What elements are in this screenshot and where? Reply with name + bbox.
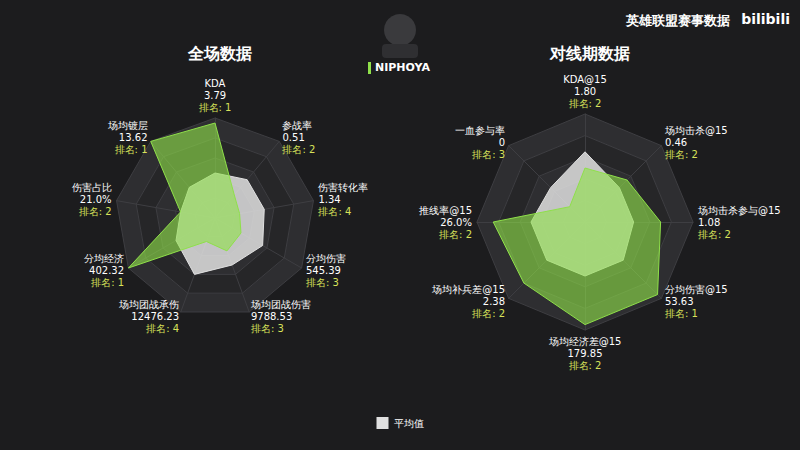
- svg-text:NIPHOYA: NIPHOYA: [375, 61, 430, 74]
- svg-text:参战率: 参战率: [282, 120, 312, 131]
- svg-text:排名: 2: 排名: 2: [569, 98, 602, 109]
- svg-text:分均经济: 分均经济: [84, 253, 124, 264]
- svg-text:排名: 4: 排名: 4: [318, 206, 351, 217]
- svg-text:排名: 1: 排名: 1: [115, 144, 148, 155]
- svg-text:推线率@15: 推线率@15: [419, 205, 472, 216]
- svg-text:分均伤害: 分均伤害: [306, 253, 346, 264]
- svg-text:26.0%: 26.0%: [440, 217, 472, 228]
- svg-text:3.79: 3.79: [204, 90, 226, 101]
- svg-text:一血参与率: 一血参与率: [455, 125, 505, 136]
- svg-text:场均经济差@15: 场均经济差@15: [548, 336, 622, 347]
- svg-text:1.80: 1.80: [574, 86, 596, 97]
- svg-text:场均补兵差@15: 场均补兵差@15: [431, 284, 505, 295]
- svg-text:场均击杀@15: 场均击杀@15: [664, 125, 728, 136]
- svg-text:1.08: 1.08: [698, 217, 720, 228]
- svg-text:0.51: 0.51: [282, 132, 304, 143]
- svg-text:排名: 2: 排名: 2: [282, 144, 315, 155]
- svg-text:场均团战承伤: 场均团战承伤: [118, 299, 179, 310]
- svg-text:平均值: 平均值: [394, 418, 424, 429]
- svg-text:bilibili: bilibili: [741, 11, 790, 27]
- svg-text:分均伤害@15: 分均伤害@15: [665, 284, 728, 295]
- svg-text:1.34: 1.34: [318, 194, 340, 205]
- svg-text:12476.23: 12476.23: [131, 311, 179, 322]
- svg-text:伤害占比: 伤害占比: [72, 182, 112, 193]
- svg-text:场均击杀参与@15: 场均击杀参与@15: [697, 205, 781, 216]
- svg-text:排名: 3: 排名: 3: [251, 323, 284, 334]
- svg-text:0: 0: [499, 137, 505, 148]
- svg-text:排名: 1: 排名: 1: [91, 277, 124, 288]
- svg-text:排名: 3: 排名: 3: [306, 277, 339, 288]
- svg-text:545.39: 545.39: [306, 265, 341, 276]
- svg-text:21.0%: 21.0%: [80, 194, 112, 205]
- svg-text:9788.53: 9788.53: [251, 311, 292, 322]
- svg-text:402.32: 402.32: [89, 265, 124, 276]
- svg-text:伤害转化率: 伤害转化率: [318, 182, 368, 193]
- svg-text:排名: 2: 排名: 2: [439, 229, 472, 240]
- svg-text:排名: 2: 排名: 2: [472, 308, 505, 319]
- svg-text:排名: 2: 排名: 2: [79, 206, 112, 217]
- svg-text:排名: 2: 排名: 2: [665, 149, 698, 160]
- svg-text:2.38: 2.38: [483, 296, 505, 307]
- svg-text:排名: 1: 排名: 1: [665, 308, 698, 319]
- svg-text:13.62: 13.62: [119, 132, 148, 143]
- svg-text:排名: 3: 排名: 3: [472, 149, 505, 160]
- svg-text:排名: 1: 排名: 1: [199, 102, 232, 113]
- svg-text:53.63: 53.63: [665, 296, 694, 307]
- svg-text:全场数据: 全场数据: [187, 44, 252, 63]
- svg-text:场均团战伤害: 场均团战伤害: [250, 299, 311, 310]
- svg-text:对线期数据: 对线期数据: [549, 44, 630, 63]
- svg-text:场均镀层: 场均镀层: [107, 120, 148, 131]
- svg-text:排名: 4: 排名: 4: [146, 323, 179, 334]
- svg-text:0.46: 0.46: [665, 137, 687, 148]
- svg-text:KDA: KDA: [205, 78, 226, 89]
- svg-text:KDA@15: KDA@15: [563, 74, 607, 85]
- svg-text:排名: 2: 排名: 2: [569, 360, 602, 371]
- svg-text:排名: 2: 排名: 2: [698, 229, 731, 240]
- svg-text:英雄联盟赛事数据: 英雄联盟赛事数据: [625, 13, 730, 28]
- svg-text:179.85: 179.85: [568, 348, 603, 359]
